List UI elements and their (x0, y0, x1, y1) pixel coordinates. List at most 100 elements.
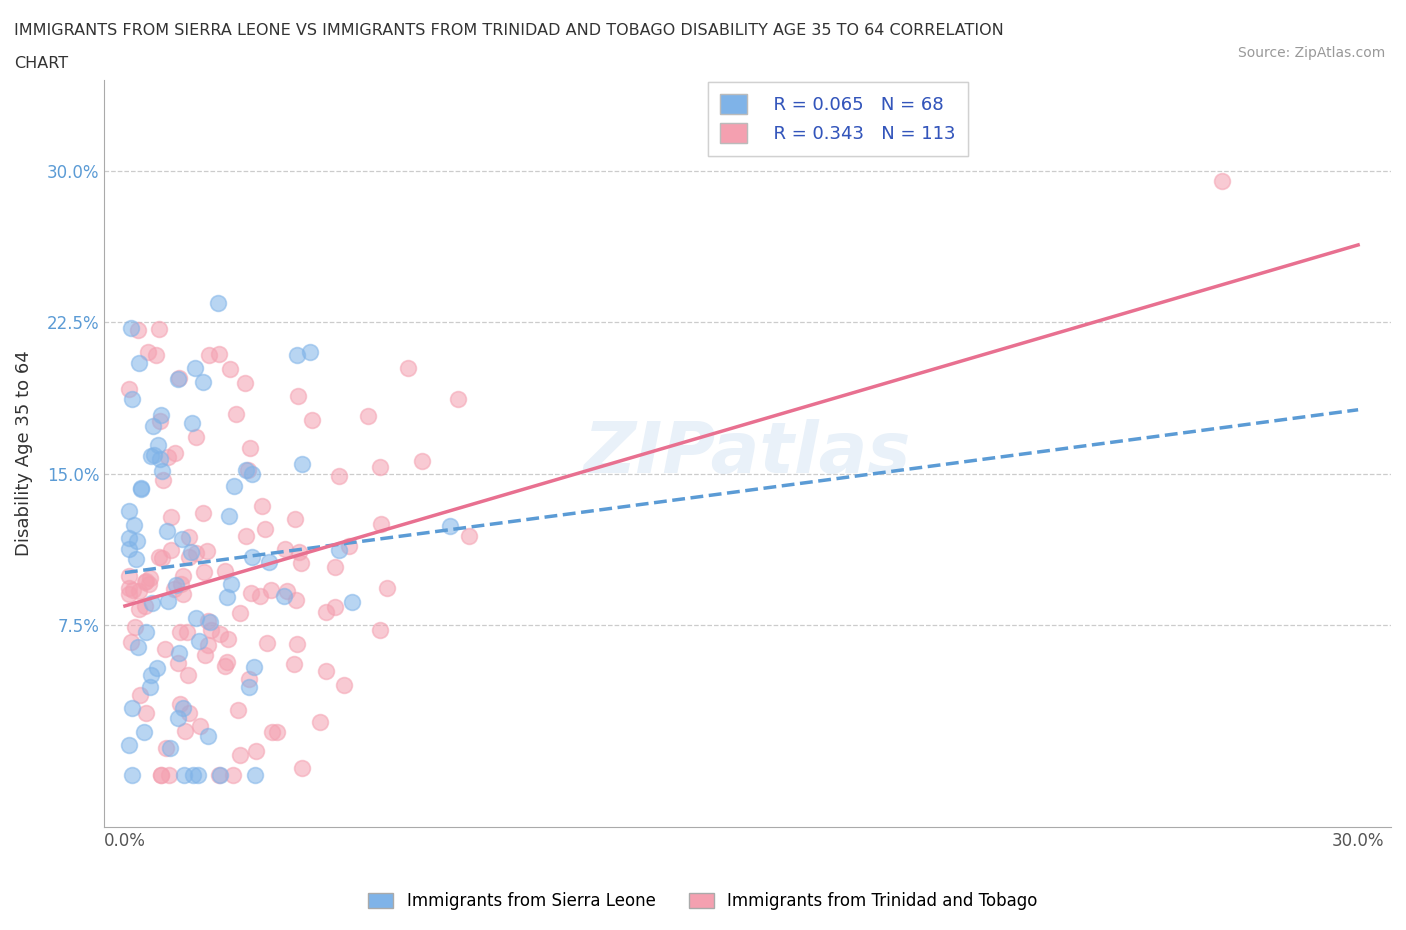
Point (301, 412, 323, 427)
Point (128, 602, 150, 617)
Point (153, 642, 176, 657)
Point (156, 524, 179, 538)
Point (141, 595, 163, 610)
Point (176, 624, 198, 639)
Point (134, 599, 156, 614)
Point (328, 469, 350, 484)
Point (315, 664, 337, 679)
Point (156, 450, 179, 465)
Point (214, 658, 236, 673)
Point (332, 678, 354, 693)
Point (222, 479, 245, 494)
Point (245, 767, 267, 782)
Point (266, 724, 288, 739)
Point (195, 544, 218, 559)
Point (184, 546, 207, 561)
Point (256, 635, 278, 650)
Point (170, 577, 193, 591)
Point (217, 590, 239, 604)
Point (122, 517, 145, 532)
Point (149, 767, 172, 782)
Point (149, 413, 172, 428)
Point (149, 407, 172, 422)
Point (197, 613, 219, 628)
Point (165, 445, 187, 460)
Point (337, 538, 360, 553)
Point (287, 347, 309, 362)
Point (191, 374, 214, 389)
Point (159, 740, 181, 755)
Point (245, 744, 267, 759)
Point (287, 389, 309, 404)
Point (136, 344, 159, 359)
Point (184, 610, 207, 625)
Point (197, 638, 219, 653)
Point (235, 462, 257, 477)
Point (308, 715, 330, 730)
Point (148, 550, 170, 565)
Point (118, 737, 141, 752)
Point (188, 633, 211, 648)
Point (191, 505, 214, 520)
Point (139, 680, 162, 695)
Point (287, 544, 309, 559)
Point (253, 521, 276, 536)
Point (229, 605, 252, 620)
Legend: Immigrants from Sierra Leone, Immigrants from Trinidad and Tobago: Immigrants from Sierra Leone, Immigrants… (361, 885, 1045, 917)
Point (118, 568, 141, 583)
Point (375, 580, 398, 595)
Point (208, 767, 231, 782)
Point (173, 767, 195, 782)
Point (340, 595, 363, 610)
Point (447, 392, 470, 406)
Point (315, 604, 337, 619)
Point (181, 767, 204, 782)
Point (160, 510, 183, 525)
Y-axis label: Disability Age 35 to 64: Disability Age 35 to 64 (15, 351, 32, 556)
Point (128, 356, 150, 371)
Point (276, 584, 298, 599)
Point (181, 416, 204, 431)
Point (370, 517, 392, 532)
Point (325, 600, 347, 615)
Point (131, 482, 153, 497)
Point (411, 453, 433, 468)
Point (283, 657, 305, 671)
Point (138, 577, 160, 591)
Point (155, 740, 177, 755)
Point (193, 565, 215, 579)
Point (146, 437, 169, 452)
Point (214, 564, 236, 578)
Point (238, 679, 260, 694)
Point (207, 295, 229, 310)
Point (157, 767, 180, 782)
Point (218, 509, 240, 524)
Point (200, 623, 222, 638)
Point (125, 551, 148, 566)
Point (262, 724, 284, 739)
Point (198, 348, 221, 363)
Point (238, 462, 260, 477)
Point (200, 615, 222, 630)
Point (118, 541, 141, 556)
Point (439, 519, 461, 534)
Point (225, 406, 247, 421)
Point (121, 767, 143, 782)
Point (172, 700, 194, 715)
Point (148, 322, 170, 337)
Point (127, 323, 149, 338)
Point (187, 767, 209, 782)
Point (208, 347, 231, 362)
Point (239, 585, 262, 600)
Point (284, 592, 307, 607)
Point (285, 637, 308, 652)
Point (221, 767, 243, 782)
Point (1211, 174, 1233, 189)
Point (167, 711, 190, 725)
Point (284, 512, 307, 526)
Point (118, 580, 141, 595)
Point (240, 466, 263, 481)
Point (396, 361, 419, 376)
Point (219, 577, 242, 591)
Point (274, 542, 297, 557)
